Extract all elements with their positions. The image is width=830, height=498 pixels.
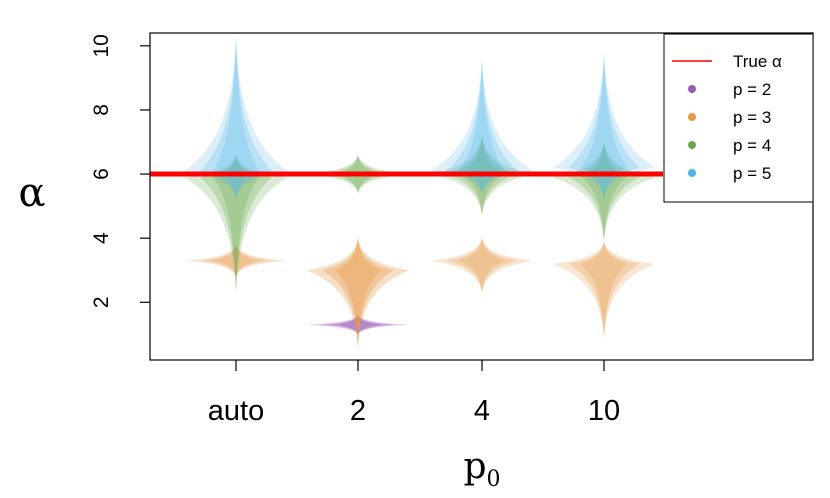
violin-4-p3-inner2 [458,238,506,293]
violin-2-p3-inner2 [334,238,382,348]
violin-auto-p4-inner1 [200,154,272,293]
legend-label-4: p = 5 [733,164,771,183]
violin-4-p5-inner2 [458,58,506,194]
violin-4-p5-inner1 [446,58,518,194]
violin-auto-p5-inner2 [212,36,260,200]
y-axis-title: α [18,170,45,216]
x-tick-label-auto: auto [208,395,264,427]
violin-4-p3-inner1 [446,238,518,293]
violin-layer [184,36,656,348]
legend-label-0: True α [733,52,782,71]
violin-4-p5 [430,58,534,194]
violin-2-p3-inner1 [322,238,394,348]
violin-10-p4 [552,142,656,242]
x-axis-title-subscript: 0 [487,467,501,492]
x-axis-title: p0 [463,446,500,492]
violin-10-p5-inner1 [568,52,640,200]
violin-10-p5 [552,52,656,200]
violin-10-p3-inner1 [568,241,640,338]
violin-2-p2-inner1 [322,315,394,335]
y-axis: 2 4 6 8 10 [90,34,150,308]
violin-2-p2 [306,315,410,335]
x-tick-label-10: 10 [588,395,620,427]
x-tick-label-4: 4 [474,395,490,427]
x-tick-label-2: 2 [350,395,366,427]
violin-auto-p3-inner1 [200,244,272,277]
violin-auto-p5-inner1 [200,36,272,200]
violin-4-p3 [430,238,534,293]
violin-10-p4-inner1 [568,142,640,242]
y-tick-label-6: 6 [90,168,113,180]
x-axis: auto 2 4 10 [208,360,620,427]
legend-label-3: p = 4 [733,136,771,155]
legend-label-1: p = 2 [733,80,771,99]
violin-2-p3 [306,238,410,348]
violin-10-p5-inner2 [580,52,628,200]
x-axis-title-main: p [463,446,486,487]
legend-key-p4 [688,141,696,149]
violin-auto-p5 [184,36,288,200]
legend-key-p3 [688,113,696,121]
y-tick-label-10: 10 [90,34,113,57]
y-tick-label-2: 2 [90,296,113,308]
legend-key-p5 [688,169,696,177]
y-tick-label-8: 8 [90,104,113,116]
violin-auto-p3-inner2 [212,244,260,277]
legend-label-2: p = 3 [733,108,771,127]
violin-auto-p4 [184,154,288,293]
violin-10-p3 [552,241,656,338]
violin-auto-p4-inner2 [212,154,260,293]
legend: True α p = 2 p = 3 p = 4 p = 5 [663,33,814,203]
violin-auto-p3 [184,244,288,277]
y-tick-label-4: 4 [90,232,113,244]
violin-10-p4-inner2 [580,142,628,242]
violin-10-p3-inner2 [580,241,628,338]
legend-key-p2 [688,85,696,93]
violin-2-p2-inner2 [334,315,382,335]
